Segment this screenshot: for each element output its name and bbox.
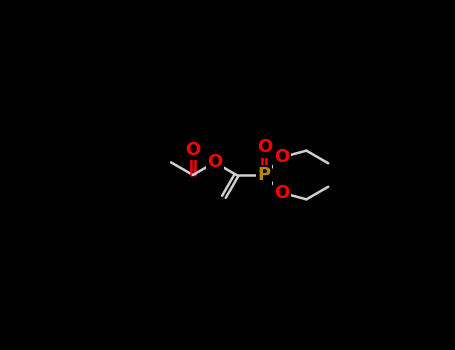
Text: O: O (274, 184, 290, 202)
Text: O: O (274, 148, 290, 166)
Text: O: O (257, 138, 272, 156)
Text: O: O (207, 153, 222, 172)
Text: P: P (258, 166, 271, 184)
Text: O: O (185, 141, 201, 159)
